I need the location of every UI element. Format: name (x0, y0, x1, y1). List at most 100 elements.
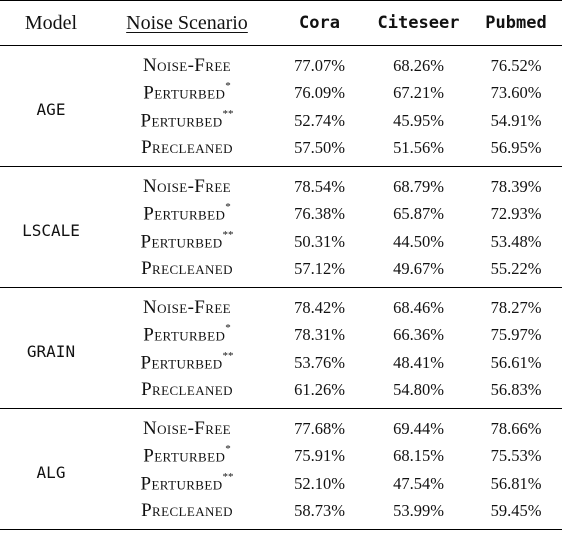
table-row: Perturbed** 53.76% 48.41% 56.61% (0, 349, 562, 377)
accuracy-value-cell: 53.76% (294, 352, 345, 372)
header-noise-scenario: Noise Scenario (102, 1, 272, 46)
accuracy-value-cell: 72.93% (490, 204, 542, 224)
accuracy-value-cell: 61.26% (294, 380, 345, 400)
noise-scenario-label: Perturbed (140, 109, 223, 131)
table-row: AGE Noise-Free 77.07% 68.26% 76.52% (0, 46, 562, 119)
accuracy-value-cell: 55.22% (490, 259, 542, 279)
accuracy-value-cell: 57.12% (294, 259, 345, 279)
accuracy-value-cell: 44.50% (393, 231, 444, 251)
scenario-marker: ** (222, 349, 234, 362)
header-dataset-cora: Cora (299, 13, 340, 33)
accuracy-value-cell: 66.36% (393, 325, 444, 345)
noise-scenario-label: Perturbed (140, 472, 223, 494)
accuracy-value-cell: 58.73% (294, 501, 345, 521)
scenario-marker: * (225, 201, 231, 214)
noise-scenario-cell: Noise-Free (102, 46, 272, 80)
noise-scenario-cell: Perturbed* (102, 443, 272, 471)
accuracy-value-cell: 76.38% (294, 204, 345, 224)
accuracy-value-cell: 48.41% (393, 352, 444, 372)
table-row: Perturbed* 75.91% 68.15% 75.53% (0, 443, 562, 471)
accuracy-value-cell: 51.56% (393, 138, 444, 158)
header-model: Model (24, 11, 78, 34)
accuracy-value-cell: 68.79% (393, 176, 444, 196)
noise-scenario-cell: Perturbed* (102, 80, 272, 108)
accuracy-value-cell: 47.54% (393, 473, 444, 493)
table-row: LSCALE Noise-Free 78.54% 68.79% 78.39% (0, 167, 562, 240)
noise-scenario-label: Perturbed (140, 230, 223, 252)
noise-scenario-label: Perturbed (143, 445, 226, 467)
accuracy-value-cell: 59.45% (490, 501, 542, 521)
header-dataset-pubmed: Pubmed (485, 13, 547, 33)
noise-scenario-label: Precleaned (141, 500, 233, 522)
scenario-marker: ** (222, 470, 234, 483)
noise-scenario-cell: Noise-Free (102, 288, 272, 322)
noise-scenario-label: Noise-Free (142, 296, 232, 318)
accuracy-value-cell: 57.50% (294, 138, 345, 158)
table-row: ALG Noise-Free 77.68% 69.44% 78.66% (0, 409, 562, 482)
noise-scenario-cell: Noise-Free (102, 409, 272, 443)
accuracy-value-cell: 52.10% (294, 473, 345, 493)
table-row: Perturbed** 52.74% 45.95% 54.91% (0, 107, 562, 135)
noise-scenario-cell: Precleaned (102, 256, 272, 288)
model-name-cell: AGE (36, 99, 66, 119)
table-row: GRAIN Noise-Free 78.42% 68.46% 78.27% (0, 288, 562, 361)
accuracy-value-cell: 78.31% (294, 325, 345, 345)
noise-scenario-cell: Noise-Free (102, 167, 272, 201)
accuracy-value-cell: 75.53% (490, 446, 542, 466)
header-row: Model Noise Scenario Cora Citeseer Pubme… (0, 0, 562, 46)
noise-scenario-label: Perturbed (143, 82, 226, 104)
noise-scenario-cell: Perturbed** (102, 228, 272, 256)
noise-scenario-cell: Precleaned (102, 498, 272, 530)
noise-scenario-label: Precleaned (141, 379, 233, 401)
accuracy-value-cell: 78.66% (490, 418, 542, 438)
accuracy-value-cell: 67.21% (393, 83, 444, 103)
table-row: Precleaned 57.12% 49.67% 55.22% (0, 256, 562, 288)
accuracy-value-cell: 56.95% (490, 138, 542, 158)
table-header: Model Noise Scenario Cora Citeseer Pubme… (0, 0, 562, 46)
noise-scenario-label: Precleaned (141, 258, 233, 280)
noise-scenario-label: Perturbed (143, 203, 226, 225)
table-row: Precleaned 58.73% 53.99% 59.45% (0, 498, 562, 530)
model-group: AGE Noise-Free 77.07% 68.26% 76.52% Perturbed… (0, 46, 562, 167)
noise-scenario-label: Noise-Free (142, 54, 232, 76)
noise-scenario-label: Perturbed (140, 351, 223, 373)
accuracy-value-cell: 78.27% (490, 297, 542, 317)
accuracy-value-cell: 77.68% (294, 418, 345, 438)
accuracy-value-cell: 45.95% (393, 110, 444, 130)
accuracy-value-cell: 78.54% (294, 176, 345, 196)
model-group: LSCALE Noise-Free 78.54% 68.79% 78.39% Pertur… (0, 167, 562, 288)
table-row: Precleaned 61.26% 54.80% 56.83% (0, 377, 562, 409)
accuracy-value-cell: 56.83% (490, 380, 542, 400)
scenario-marker: ** (222, 107, 234, 120)
accuracy-value-cell: 65.87% (393, 204, 444, 224)
model-group: GRAIN Noise-Free 78.42% 68.46% 78.27% Perturb… (0, 288, 562, 409)
noise-scenario-label: Noise-Free (142, 175, 232, 197)
accuracy-value-cell: 53.48% (490, 231, 542, 251)
accuracy-value-cell: 77.07% (294, 55, 345, 75)
noise-scenario-cell: Precleaned (102, 135, 272, 167)
noise-scenario-cell: Perturbed** (102, 107, 272, 135)
scenario-marker: ** (222, 228, 234, 241)
accuracy-value-cell: 52.74% (294, 110, 345, 130)
noise-scenario-label: Perturbed (143, 324, 226, 346)
model-group: ALG Noise-Free 77.68% 69.44% 78.66% Perturbed… (0, 409, 562, 530)
accuracy-value-cell: 76.52% (490, 55, 542, 75)
table-row: Perturbed** 50.31% 44.50% 53.48% (0, 228, 562, 256)
accuracy-value-cell: 49.67% (393, 259, 444, 279)
accuracy-value-cell: 54.80% (393, 380, 444, 400)
accuracy-value-cell: 75.91% (294, 446, 345, 466)
noise-scenario-cell: Perturbed* (102, 201, 272, 229)
accuracy-value-cell: 50.31% (294, 231, 345, 251)
table-row: Perturbed* 76.38% 65.87% 72.93% (0, 201, 562, 229)
accuracy-value-cell: 56.61% (490, 352, 542, 372)
model-name-cell: ALG (36, 462, 66, 482)
scenario-marker: * (225, 443, 231, 456)
noise-scenario-cell: Precleaned (102, 377, 272, 409)
noise-scenario-cell: Perturbed** (102, 470, 272, 498)
table-row: Precleaned 57.50% 51.56% 56.95% (0, 135, 562, 167)
table-row: Perturbed* 78.31% 66.36% 75.97% (0, 322, 562, 350)
scenario-marker: * (225, 80, 231, 93)
header-noise-scenario-label: Noise Scenario (126, 11, 248, 34)
accuracy-value-cell: 78.39% (490, 176, 542, 196)
